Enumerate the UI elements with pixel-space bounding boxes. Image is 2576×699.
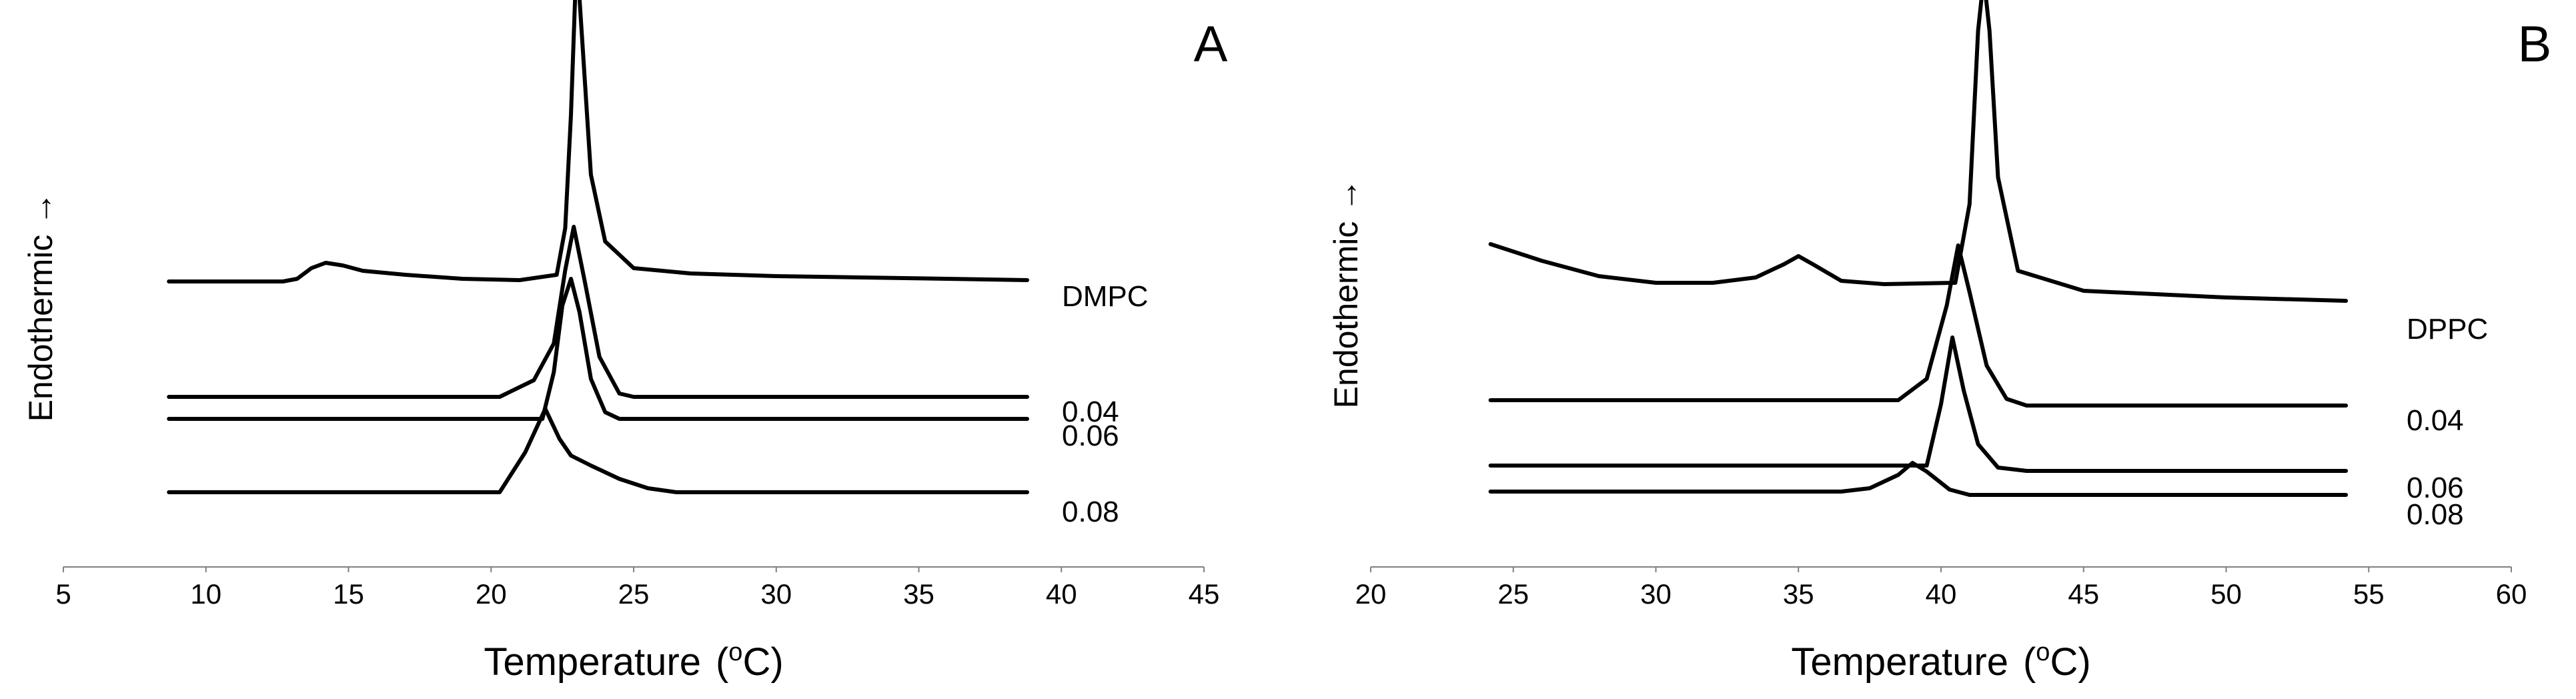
panel-a-y-axis-arrow: → <box>22 192 59 225</box>
panel-a-curve-dmpc <box>167 0 1029 283</box>
panel-b-x-axis-title-paren: ( <box>2023 640 2036 684</box>
panel-a-tick-label: 10 <box>190 578 221 610</box>
panel-a-series-label: DMPC <box>1062 280 1149 313</box>
panel-b-curve-0-08 <box>1488 461 2349 497</box>
panel-b-x-axis-unit: C) <box>2050 640 2090 684</box>
panel-b-label: B <box>2518 16 2552 73</box>
panel-b-x-axis-title: Temperature (oC) <box>1791 638 2090 684</box>
panel-a-x-axis-title: Temperature (oC) <box>484 638 783 684</box>
panel-a-tick-label: 45 <box>1189 578 1220 610</box>
panel-b-chart: 20 25 30 35 40 45 50 55 60 DPPC 0.04 0.060.08 B Te… <box>1327 0 2551 684</box>
panel-a-y-axis-title-main: Endothermic <box>22 235 59 422</box>
panel-b-series-labels: DPPC 0.04 0.060.08 <box>2407 313 2488 531</box>
panel-a-x-axis-unit: C) <box>742 640 783 684</box>
panel-a-series-label: 0.06 <box>1062 420 1119 452</box>
panel-a-curve-0-08 <box>167 407 1029 494</box>
panel-b-y-axis-arrow: → <box>1327 179 1365 212</box>
panel-a-curves <box>167 0 1029 494</box>
panel-b-tick-label: 50 <box>2210 578 2242 610</box>
panel-b-curve-dppc <box>1488 0 2349 303</box>
panel-b-series-label: DPPC <box>2407 313 2488 345</box>
panel-b-series-label: 0.08 <box>2407 498 2464 531</box>
panel-b-curves <box>1488 0 2349 497</box>
panel-b-tick-label: 20 <box>1355 578 1387 610</box>
panel-b-tick-label: 40 <box>1926 578 1957 610</box>
panel-a-tick-label: 40 <box>1046 578 1077 610</box>
panel-a-tick-label: 15 <box>333 578 364 610</box>
panel-b-curve-0-04 <box>1488 243 2349 408</box>
panel-a-curve-0-06 <box>167 277 1029 421</box>
panel-a-x-axis-title-paren: ( <box>716 640 728 684</box>
panel-b-series-label: 0.04 <box>2407 404 2464 437</box>
panel-a-curve-0-04 <box>167 225 1029 399</box>
panel-a-tick-label: 5 <box>55 578 71 610</box>
panel-b-x-ticks: 20 25 30 35 40 45 50 55 60 <box>1355 567 2527 610</box>
panel-a-x-axis-degree: o <box>728 638 742 666</box>
panel-b-tick-label: 45 <box>2068 578 2099 610</box>
panel-a-y-axis-title: Endothermic → <box>22 192 59 422</box>
panel-a-x-ticks: 5 10 15 20 25 30 35 40 45 <box>55 567 1219 610</box>
panel-b-series-label: 0.06 <box>2407 472 2464 504</box>
panel-a-x-axis-title-main: Temperature <box>484 640 701 684</box>
panel-a-tick-label: 25 <box>618 578 650 610</box>
panel-b-tick-label: 60 <box>2496 578 2527 610</box>
panel-b-tick-label: 25 <box>1497 578 1529 610</box>
panel-b-y-axis-title: Endothermic → <box>1327 179 1365 409</box>
panel-b-tick-label: 35 <box>1783 578 1814 610</box>
panel-b-curve-0-06 <box>1488 335 2349 473</box>
panel-a-series-label: 0.04 <box>1062 396 1119 428</box>
panel-a-tick-label: 20 <box>476 578 507 610</box>
panel-a-series-label: 0.08 <box>1062 496 1119 528</box>
panel-a-tick-label: 30 <box>760 578 792 610</box>
panel-a-chart: 5 10 15 20 25 30 35 40 45 DMPC 0.040.06 0.08 A Tem… <box>22 0 1228 684</box>
panel-b-tick-label: 55 <box>2353 578 2385 610</box>
panel-b-y-axis-title-main: Endothermic <box>1327 221 1365 409</box>
panel-b-x-axis-degree: o <box>2036 638 2050 666</box>
panel-b-x-axis-title-main: Temperature <box>1791 640 2008 684</box>
panel-a-series-labels: DMPC 0.040.06 0.08 <box>1062 280 1149 528</box>
panel-b-tick-label: 30 <box>1640 578 1672 610</box>
panel-a-label: A <box>1194 16 1228 73</box>
panel-a-tick-label: 35 <box>903 578 934 610</box>
